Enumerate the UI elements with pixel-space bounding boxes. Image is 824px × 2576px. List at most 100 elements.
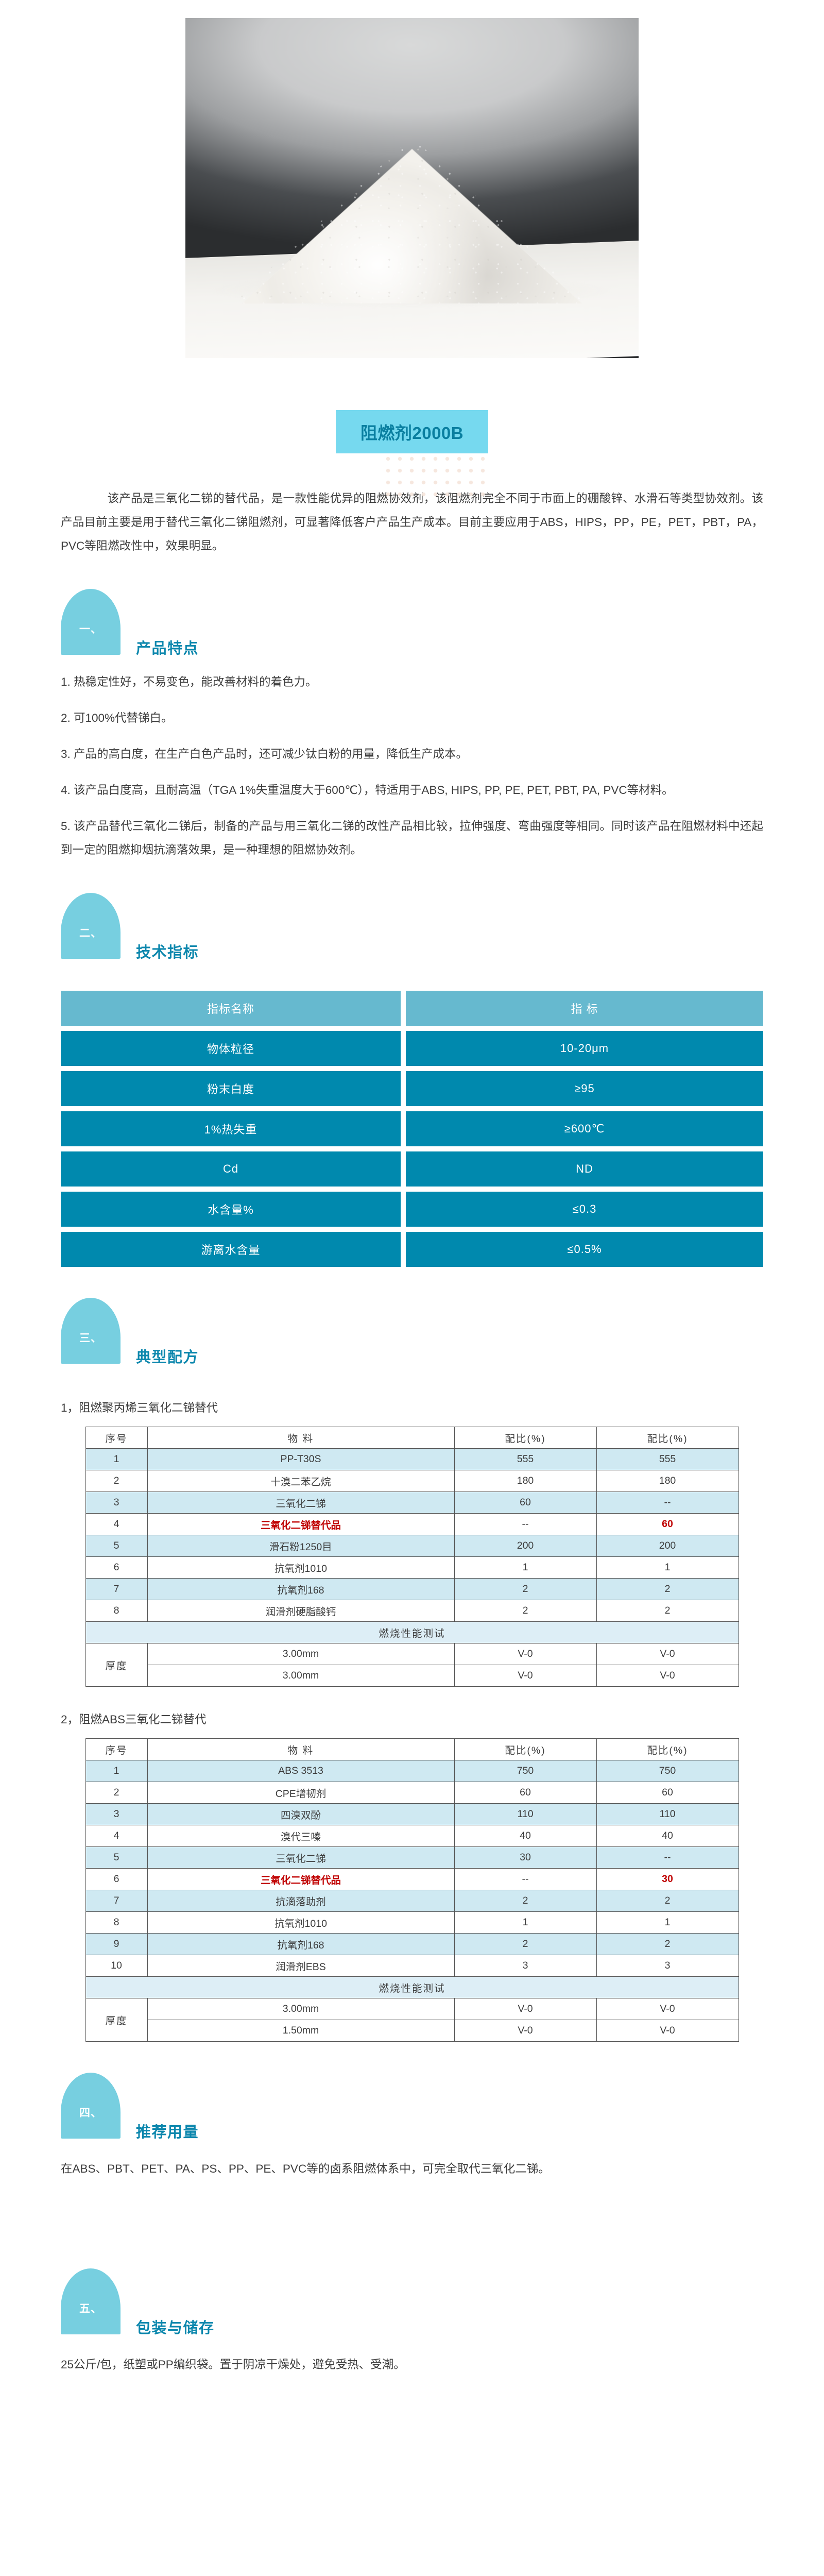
spec-row-value: ND xyxy=(406,1151,763,1187)
cell-ratio-b: -- xyxy=(596,1492,739,1514)
burn-test-subheader: 燃烧性能测试 xyxy=(85,1976,739,1998)
section-header-product-features: 一、 产品特点 xyxy=(61,589,763,666)
cell-ratio-b-highlight: 30 xyxy=(596,1868,739,1890)
cell-index: 1 xyxy=(85,1448,148,1470)
cell-material: 抗氧剂1010 xyxy=(147,1556,455,1579)
cell-material: 抗氧剂168 xyxy=(147,1578,455,1600)
cell-ratio-b: 200 xyxy=(596,1535,739,1557)
cell-material: CPE增韧剂 xyxy=(147,1782,455,1804)
spec-row-name: 1%热失重 xyxy=(61,1111,401,1146)
cell-material: 抗氧剂168 xyxy=(147,1933,455,1955)
cell-ratio-b-highlight: 60 xyxy=(596,1513,739,1535)
section-number-label: 五、 xyxy=(79,2303,102,2315)
cell-ratio-a: 2 xyxy=(454,1933,597,1955)
thickness-label: 厚度 xyxy=(85,1643,148,1687)
cell-rating-b: V-0 xyxy=(596,1643,739,1665)
cell-index: 7 xyxy=(85,1578,148,1600)
cell-material: 抗氧剂1010 xyxy=(147,1911,455,1934)
powder-cone xyxy=(211,133,613,309)
table-row: 7 抗氧剂168 2 2 xyxy=(85,1578,739,1600)
spec-row-value: ≤0.5% xyxy=(406,1232,763,1267)
table-row: 3 三氧化二锑 60 -- xyxy=(85,1492,739,1514)
product-photo xyxy=(185,18,639,358)
formula-table-2: 序号 物 料 配比(%) 配比(%) 1 ABS 3513 750 750 2 … xyxy=(85,1738,739,2042)
cell-ratio-a: 2 xyxy=(454,1890,597,1912)
section-title-label: 技术指标 xyxy=(136,944,199,961)
table-row: 2 十溴二苯乙烷 180 180 xyxy=(85,1470,739,1492)
cell-ratio-b: 60 xyxy=(596,1782,739,1804)
cell-thickness: 1.50mm xyxy=(147,2020,455,2042)
spec-table-row: Cd ND xyxy=(61,1151,763,1187)
col-header-ratio-b: 配比(%) xyxy=(596,1738,739,1760)
cell-rating-a: V-0 xyxy=(454,1643,597,1665)
feature-item: 5. 该产品替代三氧化二锑后，制备的产品与用三氧化二锑的改性产品相比较，拉伸强度… xyxy=(61,820,763,856)
cell-thickness: 3.00mm xyxy=(147,1665,455,1687)
section-number-label: 二、 xyxy=(79,927,102,939)
col-header-ratio-a: 配比(%) xyxy=(454,1427,597,1449)
col-header-index: 序号 xyxy=(85,1738,148,1760)
cell-material: 润滑剂硬脂酸钙 xyxy=(147,1600,455,1622)
cell-material: 三氧化二锑 xyxy=(147,1846,455,1869)
spec-header-name: 指标名称 xyxy=(61,991,401,1026)
spec-table-row: 粉末白度 ≥95 xyxy=(61,1071,763,1106)
cell-ratio-a: 2 xyxy=(454,1578,597,1600)
spec-table-row: 1%热失重 ≥600℃ xyxy=(61,1111,763,1146)
spec-table-row: 游离水含量 ≤0.5% xyxy=(61,1232,763,1267)
cell-ratio-b: 110 xyxy=(596,1803,739,1825)
cell-ratio-b: 1 xyxy=(596,1911,739,1934)
cell-ratio-b: 40 xyxy=(596,1825,739,1847)
cell-material: 溴代三嗪 xyxy=(147,1825,455,1847)
cell-material: ABS 3513 xyxy=(147,1760,455,1782)
cell-index: 2 xyxy=(85,1470,148,1492)
feature-item: 3. 产品的高白度，在生产白色产品时，还可减少钛白粉的用量，降低生产成本。 xyxy=(61,748,468,760)
cell-material: 滑石粉1250目 xyxy=(147,1535,455,1557)
title-section: 阻燃剂2000B xyxy=(0,376,824,504)
cell-ratio-a: 200 xyxy=(454,1535,597,1557)
table-row: 10 润滑剂EBS 3 3 xyxy=(85,1955,739,1977)
spec-table: 指标名称 指 标 物体粒径 10-20μm 粉末白度 ≥95 1%热失重 ≥60… xyxy=(61,991,763,1267)
col-header-material: 物 料 xyxy=(147,1738,455,1760)
thickness-label: 厚度 xyxy=(85,1998,148,2042)
section-number-badge: 一、 xyxy=(61,589,121,655)
table-row: 5 滑石粉1250目 200 200 xyxy=(85,1535,739,1557)
section-number-label: 四、 xyxy=(79,2107,102,2119)
section-number-label: 一、 xyxy=(79,623,102,635)
cell-ratio-b: 555 xyxy=(596,1448,739,1470)
section-header-packaging-storage: 五、 包装与储存 xyxy=(61,2268,763,2346)
section-title-label: 产品特点 xyxy=(136,640,199,657)
cell-ratio-a: -- xyxy=(454,1513,597,1535)
cell-index: 2 xyxy=(85,1782,148,1804)
cell-index: 10 xyxy=(85,1955,148,1977)
cell-ratio-a: 1 xyxy=(454,1911,597,1934)
cell-ratio-a: 40 xyxy=(454,1825,597,1847)
cell-ratio-a: 30 xyxy=(454,1846,597,1869)
cell-rating-a: V-0 xyxy=(454,1665,597,1687)
section-number-label: 三、 xyxy=(79,1332,102,1344)
hero-section xyxy=(0,0,824,376)
table-row: 7 抗滴落助剂 2 2 xyxy=(85,1890,739,1912)
spec-row-value: ≥95 xyxy=(406,1071,763,1106)
cell-thickness: 3.00mm xyxy=(147,1643,455,1665)
spec-table-row: 物体粒径 10-20μm xyxy=(61,1031,763,1066)
col-header-ratio-b: 配比(%) xyxy=(596,1427,739,1449)
table-header-row: 序号 物 料 配比(%) 配比(%) xyxy=(85,1738,739,1760)
feature-item: 4. 该产品白度高，且耐高温（TGA 1%失重温度大于600℃），特适用于ABS… xyxy=(61,784,674,796)
cell-rating-a: V-0 xyxy=(454,2020,597,2042)
section-number-badge: 三、 xyxy=(61,1298,121,1364)
table-row: 9 抗氧剂168 2 2 xyxy=(85,1933,739,1955)
table-row: 6 三氧化二锑替代品 -- 30 xyxy=(85,1868,739,1890)
col-header-material: 物 料 xyxy=(147,1427,455,1449)
cell-rating-b: V-0 xyxy=(596,2020,739,2042)
cell-index: 6 xyxy=(85,1556,148,1579)
packaging-paragraph: 25公斤/包，纸塑或PP编织袋。置于阴凉干燥处，避免受热、受潮。 xyxy=(61,2358,405,2371)
spec-row-name: 物体粒径 xyxy=(61,1031,401,1066)
cell-ratio-a: 1 xyxy=(454,1556,597,1579)
spec-row-name: 粉末白度 xyxy=(61,1071,401,1106)
table-row: 3.00mm V-0 V-0 xyxy=(85,1665,739,1687)
spec-row-name: 游离水含量 xyxy=(61,1232,401,1267)
cell-ratio-b: 2 xyxy=(596,1890,739,1912)
feature-item: 1. 热稳定性好，不易变色，能改善材料的着色力。 xyxy=(61,675,317,688)
formula-2-label: 2，阻燃ABS三氧化二锑替代 xyxy=(61,1713,207,1726)
spec-table-header-row: 指标名称 指 标 xyxy=(61,991,763,1026)
